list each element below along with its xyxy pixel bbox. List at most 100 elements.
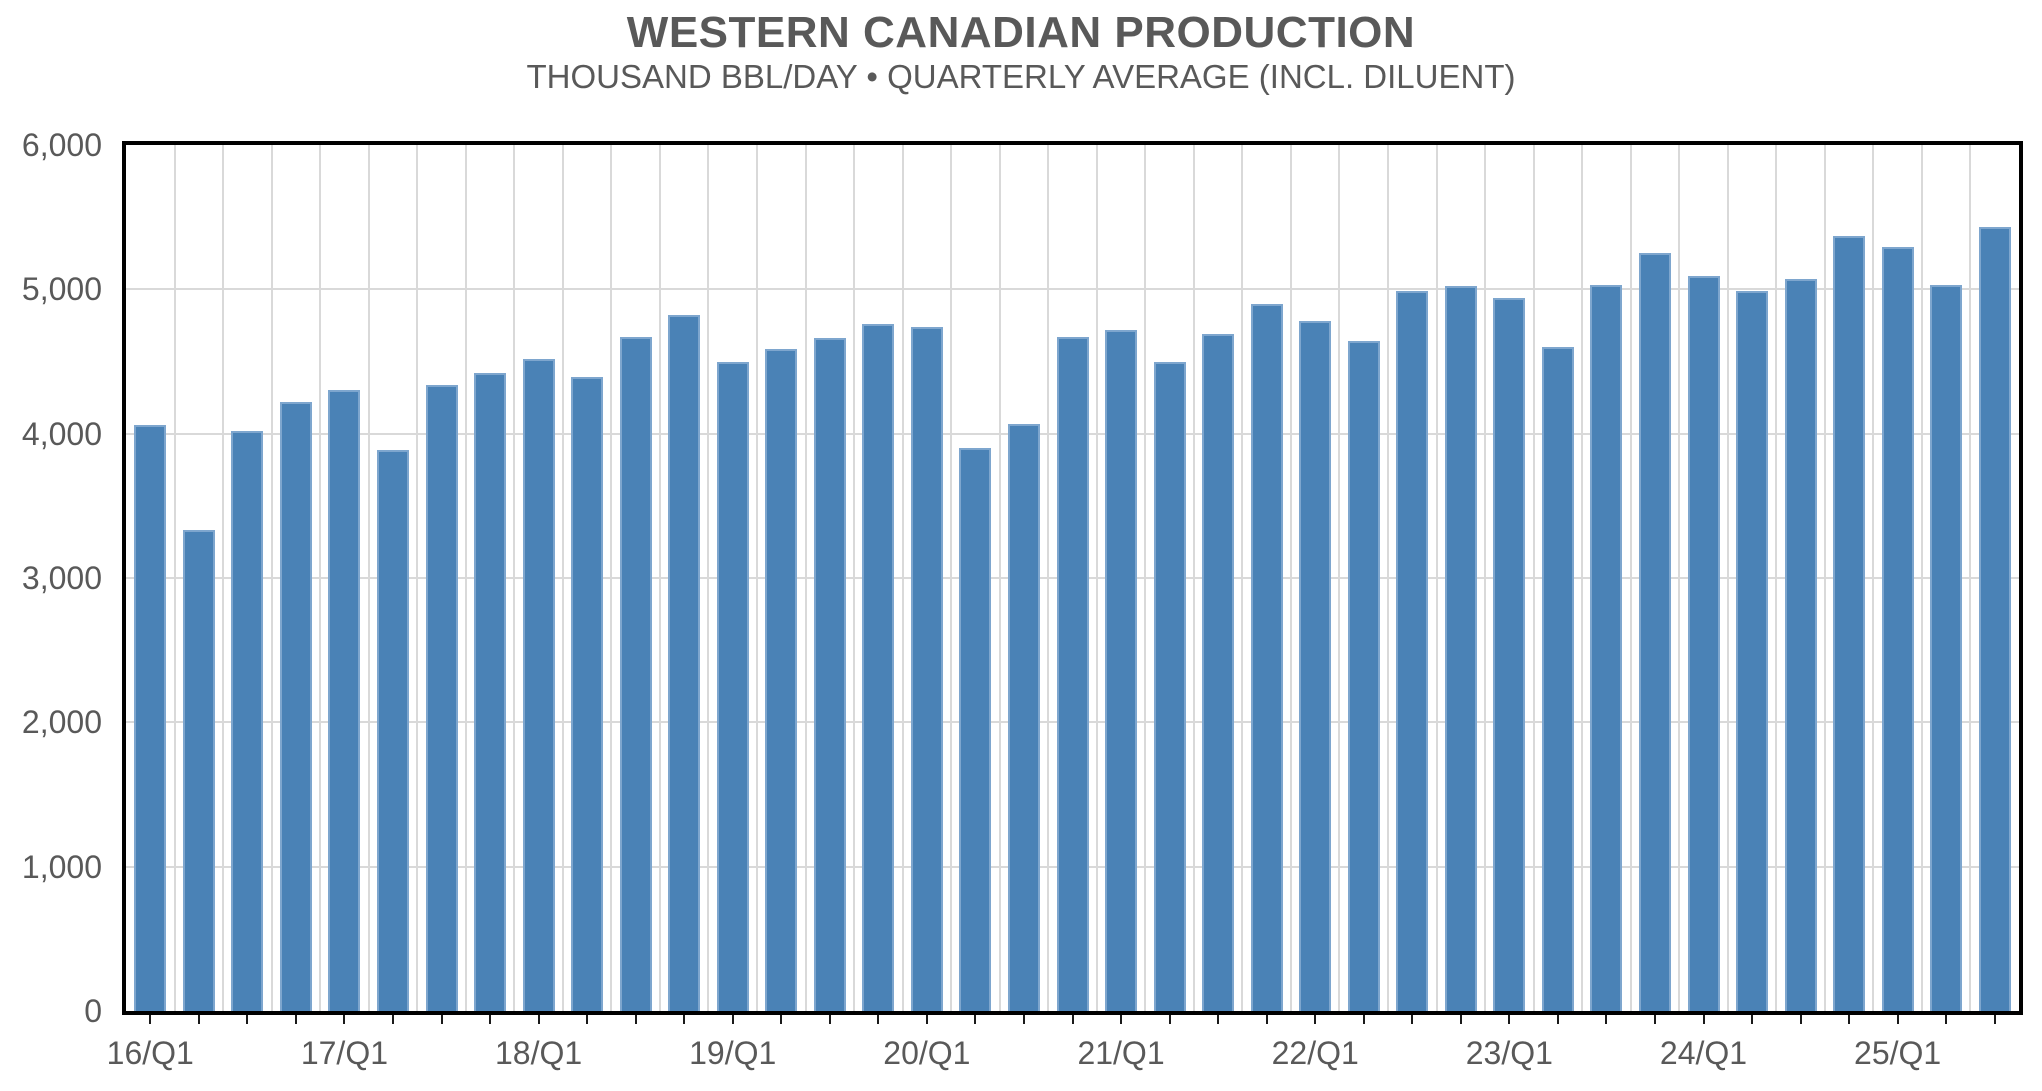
bar-21/Q4 [1250,303,1283,1011]
bar-24/Q3 [1784,279,1817,1011]
x-gridline [1338,145,1341,1011]
x-gridline [1435,145,1438,1011]
x-tick-mark [489,1015,492,1024]
chart-subtitle: THOUSAND BBL/DAY • QUARTERLY AVERAGE (IN… [526,58,1516,95]
x-gridline [1678,145,1681,1011]
x-gridline [1241,145,1244,1011]
bar-22/Q4 [1444,286,1477,1011]
bar-20/Q3 [1007,423,1040,1011]
bar-23/Q4 [1638,253,1671,1011]
x-gridline [1726,145,1729,1011]
x-gridline [1775,145,1778,1011]
bar-20/Q4 [1056,336,1089,1011]
x-gridline [513,145,516,1011]
x-tick-mark [1362,1015,1365,1024]
bar-20/Q2 [959,448,992,1011]
x-tick-label: 25/Q1 [1854,1035,1942,1071]
bar-20/Q1 [910,326,943,1011]
x-gridline [998,145,1001,1011]
x-gridline [804,145,807,1011]
x-gridline [367,145,370,1011]
bar-19/Q3 [813,338,846,1011]
x-gridline [464,145,467,1011]
x-tick-mark [683,1015,686,1024]
bar-18/Q3 [619,336,652,1011]
x-gridline [416,145,419,1011]
y-tick-label: 2,000 [21,704,102,741]
x-gridline [1192,145,1195,1011]
x-tick-mark [1896,1015,1899,1024]
x-tick-mark [1314,1015,1317,1024]
x-tick-label: 18/Q1 [494,1035,583,1071]
bar-24/Q2 [1736,290,1769,1011]
x-gridline [1289,145,1292,1011]
x-gridline [1581,145,1584,1011]
bar-24/Q1 [1687,276,1720,1011]
x-tick-label: 21/Q1 [1077,1035,1165,1071]
bar-21/Q3 [1202,334,1235,1011]
bar-25/Q3 [1978,227,2011,1011]
x-tick-mark [634,1015,637,1024]
x-tick-mark [1945,1015,1948,1024]
x-tick-label: 20/Q1 [883,1035,971,1071]
x-gridline [1629,145,1632,1011]
bar-22/Q3 [1396,290,1429,1011]
bar-16/Q1 [134,425,167,1011]
x-tick-mark [1605,1015,1608,1024]
y-tick-label: 3,000 [21,560,102,596]
x-gridline [1532,145,1535,1011]
bar-25/Q2 [1930,285,1963,1011]
x-gridline [658,145,661,1011]
x-tick-mark [1265,1015,1268,1024]
x-tick-mark [537,1015,540,1024]
x-tick-mark [1459,1015,1462,1024]
bar-23/Q2 [1541,347,1574,1011]
x-gridline [222,145,225,1011]
x-tick-label: 19/Q1 [689,1035,777,1071]
bar-19/Q1 [716,361,749,1011]
x-tick-mark [1556,1015,1559,1024]
x-tick-mark [1751,1015,1754,1024]
x-gridline [1872,145,1875,1011]
bar-17/Q4 [474,373,507,1011]
x-gridline [756,145,758,1011]
bar-21/Q1 [1105,329,1138,1011]
x-tick-mark [197,1015,200,1024]
x-tick-mark [1993,1015,1996,1024]
bar-16/Q3 [231,430,264,1011]
chart-title: WESTERN CANADIAN PRODUCTION [626,8,1416,57]
y-gridline [126,288,2019,291]
x-tick-mark [1217,1015,1220,1024]
x-tick-mark [1168,1015,1171,1024]
bar-18/Q1 [522,358,555,1011]
x-tick-mark [877,1015,880,1024]
x-tick-mark [828,1015,831,1024]
x-tick-mark [1411,1015,1414,1024]
x-gridline [1823,145,1826,1011]
x-tick-label: 24/Q1 [1659,1035,1748,1071]
bar-17/Q1 [328,390,361,1011]
bar-23/Q3 [1590,285,1623,1011]
bar-22/Q2 [1347,341,1380,1011]
bar-16/Q4 [279,401,312,1011]
x-gridline [1969,145,1972,1011]
x-tick-mark [149,1015,152,1024]
bar-19/Q2 [765,348,798,1011]
bar-17/Q3 [425,384,458,1011]
x-tick-label: 22/Q1 [1271,1035,1359,1071]
x-gridline [561,145,564,1011]
bar-24/Q4 [1833,235,1866,1011]
x-tick-label: 17/Q1 [300,1035,388,1071]
x-tick-mark [1799,1015,1802,1024]
y-tick-label: 0 [84,993,102,1029]
bar-17/Q2 [376,449,409,1011]
x-tick-mark [1702,1015,1705,1024]
x-tick-mark [586,1015,589,1024]
x-gridline [707,145,710,1011]
x-tick-mark [731,1015,734,1024]
y-tick-label: 5,000 [21,271,102,308]
x-gridline [1144,145,1147,1011]
x-tick-label: 16/Q1 [106,1035,194,1071]
x-tick-mark [780,1015,783,1024]
